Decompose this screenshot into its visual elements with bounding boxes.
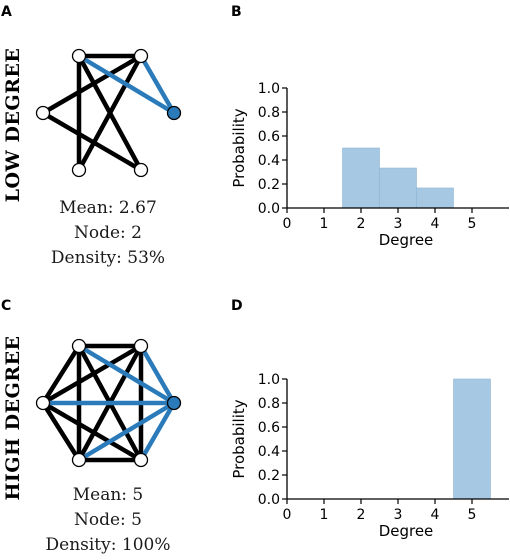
- network-node: [133, 162, 149, 178]
- node-label: Node:: [74, 223, 126, 243]
- network-node-highlighted: [166, 395, 182, 411]
- x-tick-label: 2: [357, 216, 366, 232]
- network-node: [35, 105, 51, 121]
- network-edge: [40, 343, 144, 406]
- x-axis-label: Degree: [379, 231, 434, 249]
- y-axis-label: Probability: [230, 399, 248, 478]
- chart-degree-histogram-low: 0 1 2 3 4 5 0.0 0.2 0.4 0.6 0.8 1.0 Degree Probabilit…: [230, 81, 509, 249]
- x-tick-label: 5: [468, 216, 477, 232]
- x-tick-label: 1: [320, 507, 329, 523]
- x-tick-label: 4: [431, 507, 440, 523]
- network-edge-highlighted: [138, 53, 177, 116]
- density-label: Density:: [46, 535, 117, 555]
- network-edge: [40, 110, 144, 173]
- network-edge-highlighted: [138, 400, 177, 463]
- y-tick-label: 0.0: [258, 201, 280, 217]
- density-value: 53%: [127, 248, 165, 268]
- network-edge: [40, 400, 144, 463]
- x-tick-label: 0: [283, 507, 292, 523]
- bar: [453, 378, 491, 500]
- network-edge-highlighted: [76, 53, 177, 116]
- network-low-degree: [35, 48, 182, 178]
- y-tick-label: 0.2: [258, 468, 280, 484]
- bar: [342, 147, 380, 209]
- y-tick-label: 1.0: [258, 81, 280, 97]
- side-label-high-degree: HIGH DEGREE: [2, 335, 24, 500]
- y-axis-label: Probability: [230, 108, 248, 187]
- y-tick-label: 0.0: [258, 492, 280, 508]
- stats-low-mean: Mean: 2.67: [59, 198, 157, 218]
- node-label: Node:: [74, 510, 126, 530]
- x-tick-label: 3: [394, 507, 403, 523]
- chart-degree-histogram-high: 0 1 2 3 4 5 0.0 0.2 0.4 0.6 0.8 1.0 Degree Probabilit…: [230, 372, 509, 540]
- x-tick-label: 3: [394, 216, 403, 232]
- x-tick-label: 1: [320, 216, 329, 232]
- network-node: [71, 162, 87, 178]
- panel-letter-b: B: [231, 4, 242, 20]
- mean-value: 5: [132, 485, 143, 505]
- network-node-highlighted: [166, 105, 182, 121]
- stats-low-density: Density: 53%: [51, 248, 165, 268]
- y-tick-label: 0.6: [258, 420, 280, 436]
- y-tick-label: 0.6: [258, 129, 280, 145]
- y-tick-label: 0.8: [258, 396, 280, 412]
- network-edge-highlighted: [76, 400, 177, 463]
- network-node: [133, 338, 149, 354]
- mean-value: 2.67: [119, 198, 157, 218]
- panel-letter-d: D: [231, 298, 243, 314]
- bar: [416, 187, 454, 209]
- y-tick-label: 0.4: [258, 153, 280, 169]
- panel-letter-c: C: [1, 298, 11, 314]
- network-node: [35, 395, 51, 411]
- network-edge: [40, 53, 144, 116]
- y-tick-label: 0.2: [258, 177, 280, 193]
- stats-high-mean: Mean: 5: [73, 485, 144, 505]
- node-value: 2: [131, 223, 142, 243]
- network-node: [133, 48, 149, 64]
- x-axis-label: Degree: [379, 522, 434, 540]
- y-tick-label: 0.4: [258, 444, 280, 460]
- y-tick-label: 0.8: [258, 105, 280, 121]
- side-label-low-degree: LOW DEGREE: [2, 48, 24, 203]
- network-high-degree: [35, 338, 182, 468]
- network-edge: [76, 53, 144, 173]
- node-value: 5: [131, 510, 142, 530]
- network-node: [71, 48, 87, 64]
- network-edge-highlighted: [76, 343, 177, 406]
- x-tick-label: 4: [431, 216, 440, 232]
- x-tick-label: 5: [468, 507, 477, 523]
- network-node: [133, 452, 149, 468]
- mean-label: Mean:: [59, 198, 113, 218]
- x-tick-label: 0: [283, 216, 292, 232]
- network-node: [71, 452, 87, 468]
- y-tick-label: 1.0: [258, 372, 280, 388]
- network-edge: [40, 343, 82, 406]
- x-tick-label: 2: [357, 507, 366, 523]
- density-label: Density:: [51, 248, 122, 268]
- network-node: [71, 338, 87, 354]
- mean-label: Mean:: [73, 485, 127, 505]
- stats-high-node: Node: 5: [74, 510, 142, 530]
- stats-high-density: Density: 100%: [46, 535, 171, 555]
- bar: [379, 167, 417, 209]
- density-value: 100%: [122, 535, 171, 555]
- stats-low-node: Node: 2: [74, 223, 142, 243]
- network-edge-highlighted: [138, 343, 177, 406]
- panel-letter-a: A: [1, 4, 12, 20]
- network-edge: [40, 400, 82, 463]
